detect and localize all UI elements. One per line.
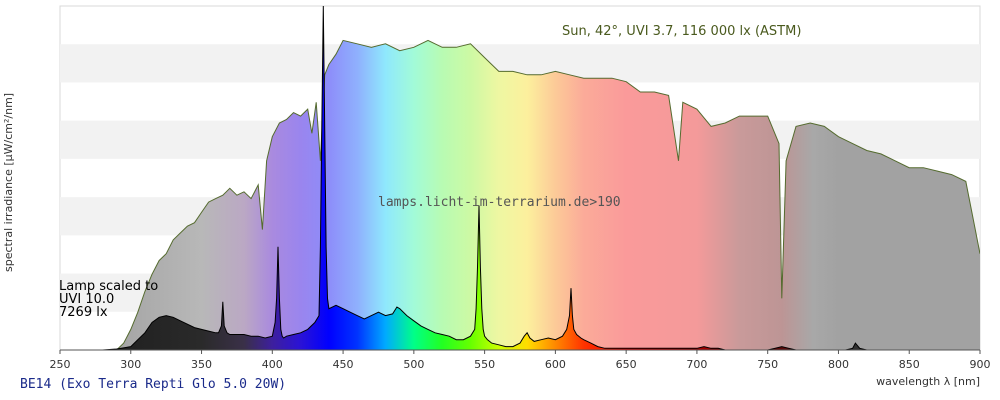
x-tick-label: 600	[545, 358, 566, 371]
x-tick-label: 400	[262, 358, 283, 371]
x-tick-label: 450	[333, 358, 354, 371]
x-tick-label: 850	[899, 358, 920, 371]
x-tick-label: 300	[120, 358, 141, 371]
x-tick-label: 350	[191, 358, 212, 371]
x-axis-label: wavelength λ [nm]	[876, 375, 980, 388]
sun-spectrum-area	[116, 40, 980, 350]
lamp-spectrum-line	[60, 6, 980, 350]
watermark: lamps.licht-im-terrarium.de>190	[378, 195, 621, 210]
x-tick-label: 500	[403, 358, 424, 371]
x-tick-label: 550	[474, 358, 495, 371]
sun-annotation: Sun, 42°, UVI 3.7, 116 000 lx (ASTM)	[562, 24, 801, 39]
sun-spectrum-line	[116, 39, 980, 350]
x-tick-label: 250	[50, 358, 71, 371]
x-tick-label: 750	[757, 358, 778, 371]
lamp-annotation-line3: 7269 lx	[59, 305, 108, 320]
lamp-name: BE14 (Exo Terra Repti Glo 5.0 20W)	[20, 377, 286, 392]
x-tick-label: 650	[616, 358, 637, 371]
x-tick-label: 700	[686, 358, 707, 371]
y-axis-label: spectral irradiance [µW/cm²/nm]	[2, 93, 15, 272]
lamp-annotation-line2: UVI 10.0	[59, 292, 114, 307]
x-tick-label: 900	[970, 358, 991, 371]
x-tick-label: 800	[828, 358, 849, 371]
x-axis-ticks: 250 300 350 400 450 500 550 600 650 700 750 800 850 9…	[50, 350, 991, 371]
lamp-annotation-line1: Lamp scaled to	[59, 279, 158, 294]
